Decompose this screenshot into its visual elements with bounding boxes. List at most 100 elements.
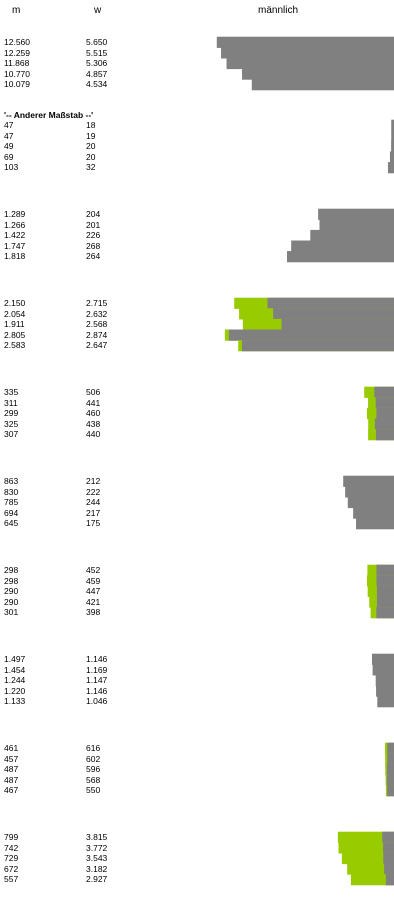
value-w: 222 — [86, 486, 101, 497]
value-m: 299 — [4, 408, 19, 419]
value-m: 729 — [4, 853, 19, 864]
bar-female-excess — [337, 831, 394, 843]
value-w: 18 — [86, 120, 96, 130]
bar-male — [356, 518, 394, 530]
bar-male — [376, 607, 394, 619]
bar-male — [241, 340, 394, 352]
bar-male — [273, 308, 394, 320]
value-w: 4.857 — [86, 68, 108, 79]
value-m: 1.497 — [4, 654, 26, 664]
bar-male — [387, 753, 394, 765]
bar-male — [216, 36, 394, 48]
bar-male — [281, 318, 394, 331]
value-m: 1.747 — [4, 240, 26, 251]
bar-male — [376, 564, 394, 576]
value-w: 506 — [86, 387, 101, 397]
bar-female-excess — [341, 852, 394, 865]
value-m: 298 — [4, 575, 19, 586]
value-w: 3.772 — [86, 842, 108, 853]
bar-male — [347, 496, 394, 509]
value-w: 5.306 — [86, 58, 108, 69]
value-m: 2.150 — [4, 298, 26, 308]
value-m: 487 — [4, 774, 19, 785]
value-m: 1.266 — [4, 219, 26, 230]
bar-male — [376, 407, 394, 420]
bar-male — [221, 47, 394, 59]
value-w: 32 — [86, 162, 96, 173]
value-m: 742 — [4, 842, 19, 853]
value-m: 290 — [4, 596, 19, 607]
value-w: 460 — [86, 408, 101, 419]
bar-female-excess — [350, 874, 394, 886]
value-m: 557 — [4, 874, 19, 885]
value-m: 11.868 — [4, 58, 30, 69]
value-m: 49 — [4, 141, 14, 152]
value-m: 335 — [4, 387, 19, 397]
bar-male — [387, 742, 394, 754]
value-w: 596 — [86, 764, 101, 775]
value-m: 298 — [4, 565, 19, 575]
value-m: 10.079 — [4, 79, 30, 90]
value-w: 5.650 — [86, 37, 108, 47]
chart-title: männlich — [258, 5, 299, 16]
value-w: 2.632 — [86, 308, 108, 319]
value-w: 440 — [86, 429, 101, 440]
value-w: 226 — [86, 230, 101, 241]
bar-male — [391, 140, 394, 153]
bar-male — [385, 874, 394, 886]
value-m: 645 — [4, 518, 19, 529]
bar-male — [319, 219, 394, 231]
scale-change-note: '-- Anderer Maßstab --' — [4, 110, 94, 120]
value-w: 3.182 — [86, 863, 108, 874]
value-m: 1.422 — [4, 230, 26, 241]
bar-male — [376, 585, 394, 598]
value-m: 1.244 — [4, 675, 26, 686]
value-w: 602 — [86, 753, 101, 764]
bar-male — [389, 151, 394, 163]
value-w: 2.647 — [86, 340, 108, 351]
value-w: 2.874 — [86, 329, 108, 340]
value-m: 2.054 — [4, 308, 26, 319]
value-w: 2.715 — [86, 298, 108, 308]
column-header-w: w — [94, 5, 102, 16]
value-m: 1.818 — [4, 251, 26, 262]
bar-male — [343, 475, 394, 487]
bar-male — [375, 674, 394, 687]
value-m: 47 — [4, 120, 14, 130]
value-w: 452 — [86, 565, 101, 575]
value-m: 487 — [4, 764, 19, 775]
value-w: 1.146 — [86, 685, 108, 696]
value-m: 694 — [4, 507, 19, 518]
value-m: 799 — [4, 832, 19, 842]
value-w: 1.046 — [86, 696, 108, 707]
bar-male — [345, 486, 394, 498]
value-w: 398 — [86, 607, 101, 618]
bar-male — [383, 852, 394, 865]
bar-male — [374, 418, 394, 430]
value-m: 1.289 — [4, 209, 26, 219]
value-w: 5.515 — [86, 47, 108, 58]
value-m: 1.220 — [4, 685, 26, 696]
value-w: 4.534 — [86, 79, 108, 90]
bar-male — [386, 763, 394, 776]
bar-male — [375, 429, 394, 441]
bar-male — [391, 119, 394, 131]
value-w: 175 — [86, 518, 101, 529]
bar-male — [251, 79, 394, 91]
bar-male — [387, 162, 394, 174]
bar-male — [377, 696, 394, 708]
column-header-m: m — [12, 5, 21, 16]
value-m: 290 — [4, 586, 19, 597]
bar-male — [242, 68, 394, 80]
value-m: 325 — [4, 418, 19, 429]
value-m: 785 — [4, 497, 19, 508]
value-w: 1.146 — [86, 654, 108, 664]
bar-male — [267, 297, 394, 309]
value-w: 2.568 — [86, 319, 108, 330]
value-w: 550 — [86, 785, 101, 796]
value-m: 461 — [4, 743, 19, 753]
value-w: 568 — [86, 774, 101, 785]
value-m: 2.583 — [4, 340, 26, 351]
value-w: 217 — [86, 507, 101, 518]
bar-male — [318, 208, 394, 220]
